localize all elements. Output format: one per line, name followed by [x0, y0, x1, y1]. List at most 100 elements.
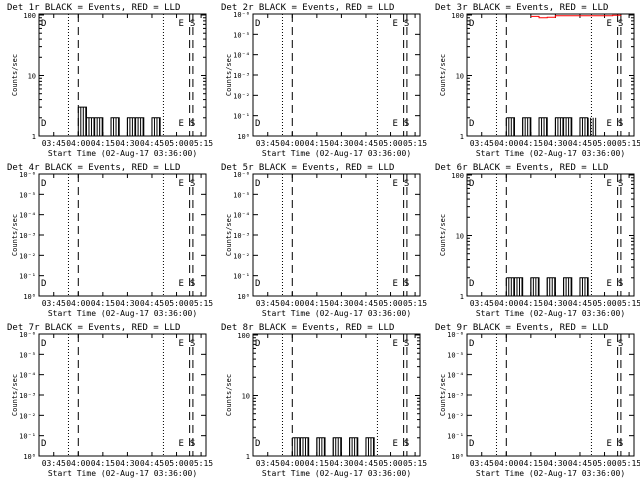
panel-title: Det 2r BLACK = Events, RED = LLD	[221, 3, 394, 13]
marker-d-top: D	[469, 19, 474, 29]
x-axis-label: Start Time (02-Aug-17 03:36:00)	[262, 149, 411, 158]
x-tick-label: 04:15	[305, 299, 329, 308]
y-tick-label: 10⁻³	[19, 232, 36, 240]
y-tick-label: 10	[28, 73, 36, 81]
x-tick-label: 04:00	[280, 139, 304, 148]
x-tick-label: 04:15	[91, 299, 115, 308]
x-tick-label: 04:30	[115, 139, 139, 148]
x-tick-label: 04:30	[543, 459, 567, 468]
x-tick-label: 05:15	[189, 299, 213, 308]
plot-frame	[38, 173, 207, 297]
x-axis-label: Start Time (02-Aug-17 03:36:00)	[476, 309, 625, 318]
x-tick-label: 04:15	[519, 299, 543, 308]
marker-e-top: E	[606, 179, 611, 189]
x-tick-label: 04:45	[354, 139, 378, 148]
x-tick-label: 05:15	[403, 299, 427, 308]
x-tick-label: 05:15	[403, 139, 427, 148]
x-tick-label: 04:15	[305, 459, 329, 468]
y-tick-label: 1	[460, 133, 464, 141]
y-tick-label: 10⁰	[23, 293, 36, 301]
plot-frame	[252, 13, 421, 137]
x-tick-label: 05:00	[378, 299, 402, 308]
marker-s-top: S	[618, 339, 623, 349]
y-tick-label: 100	[451, 172, 464, 180]
x-tick-label: 05:00	[164, 459, 188, 468]
marker-e-bottom: E	[392, 439, 397, 449]
y-tick-label: 10⁰	[237, 293, 250, 301]
y-tick-label: 10	[242, 393, 250, 401]
x-tick-label: 04:00	[494, 459, 518, 468]
marker-d-bottom: D	[41, 279, 46, 289]
x-tick-label: 04:45	[568, 139, 592, 148]
y-tick-label: 10⁻²	[19, 412, 36, 420]
y-axis-label: Counts/sec	[439, 374, 447, 416]
marker-s-top: S	[618, 179, 623, 189]
panel-title: Det 6r BLACK = Events, RED = LLD	[435, 163, 608, 173]
x-tick-label: 04:30	[329, 299, 353, 308]
y-tick-label: 10⁻¹	[233, 113, 250, 121]
x-tick-label: 05:15	[617, 139, 640, 148]
x-tick-label: 05:00	[378, 139, 402, 148]
y-tick-label: 10⁻¹	[447, 433, 464, 441]
x-axis-label: Start Time (02-Aug-17 03:36:00)	[48, 309, 197, 318]
marker-s-top: S	[404, 19, 409, 29]
y-axis-label: Counts/sec	[439, 54, 447, 96]
x-tick-label: 05:00	[592, 299, 616, 308]
x-tick-label: 04:30	[115, 299, 139, 308]
x-tick-label: 04:15	[91, 139, 115, 148]
marker-s-top: S	[190, 19, 195, 29]
y-tick-label: 10⁻⁴	[233, 212, 250, 220]
y-axis-label: Counts/sec	[225, 374, 233, 416]
x-tick-label: 04:15	[519, 139, 543, 148]
y-tick-label: 10⁻²	[19, 252, 36, 260]
y-axis-label: Counts/sec	[225, 54, 233, 96]
y-tick-label: 10⁻⁴	[233, 52, 250, 60]
panel-title: Det 4r BLACK = Events, RED = LLD	[7, 163, 180, 173]
x-tick-label: 04:15	[519, 459, 543, 468]
y-tick-label: 10⁻⁴	[19, 212, 36, 220]
x-tick-label: 03:45	[42, 139, 66, 148]
x-tick-label: 04:15	[91, 459, 115, 468]
marker-e-bottom: E	[606, 279, 611, 289]
marker-d-top: D	[41, 179, 46, 189]
marker-d-top: D	[255, 179, 260, 189]
y-tick-label: 10⁻⁵	[233, 191, 250, 199]
marker-d-top: D	[469, 339, 474, 349]
marker-s-bottom: S	[190, 279, 195, 289]
plot-frame	[252, 173, 421, 297]
marker-e-top: E	[178, 179, 183, 189]
marker-e-bottom: E	[178, 279, 183, 289]
marker-e-bottom: E	[178, 119, 183, 129]
marker-s-bottom: S	[404, 439, 409, 449]
x-tick-label: 05:00	[592, 139, 616, 148]
y-axis-label: Counts/sec	[11, 374, 19, 416]
x-axis-label: Start Time (02-Aug-17 03:36:00)	[262, 309, 411, 318]
y-tick-label: 10⁰	[451, 453, 464, 461]
panel-title: Det 7r BLACK = Events, RED = LLD	[7, 323, 180, 333]
x-tick-label: 05:00	[164, 139, 188, 148]
x-tick-label: 03:45	[42, 299, 66, 308]
x-tick-label: 04:00	[280, 299, 304, 308]
marker-s-top: S	[404, 339, 409, 349]
x-tick-label: 04:00	[494, 139, 518, 148]
marker-e-top: E	[606, 19, 611, 29]
x-tick-label: 05:15	[189, 459, 213, 468]
y-tick-label: 10	[456, 233, 464, 241]
y-tick-label: 10⁻⁴	[447, 372, 464, 380]
x-tick-label: 04:45	[568, 459, 592, 468]
y-axis-label: Counts/sec	[11, 54, 19, 96]
plot-frame	[38, 13, 207, 137]
x-tick-label: 04:30	[115, 459, 139, 468]
y-tick-label: 10⁰	[237, 133, 250, 141]
x-tick-label: 04:30	[543, 139, 567, 148]
marker-e-bottom: E	[606, 439, 611, 449]
marker-e-top: E	[392, 19, 397, 29]
x-tick-label: 04:00	[66, 139, 90, 148]
y-tick-label: 10⁻¹	[19, 273, 36, 281]
panel-title: Det 5r BLACK = Events, RED = LLD	[221, 163, 394, 173]
x-tick-label: 03:45	[470, 299, 494, 308]
x-tick-label: 04:45	[140, 459, 164, 468]
x-tick-label: 04:45	[568, 299, 592, 308]
